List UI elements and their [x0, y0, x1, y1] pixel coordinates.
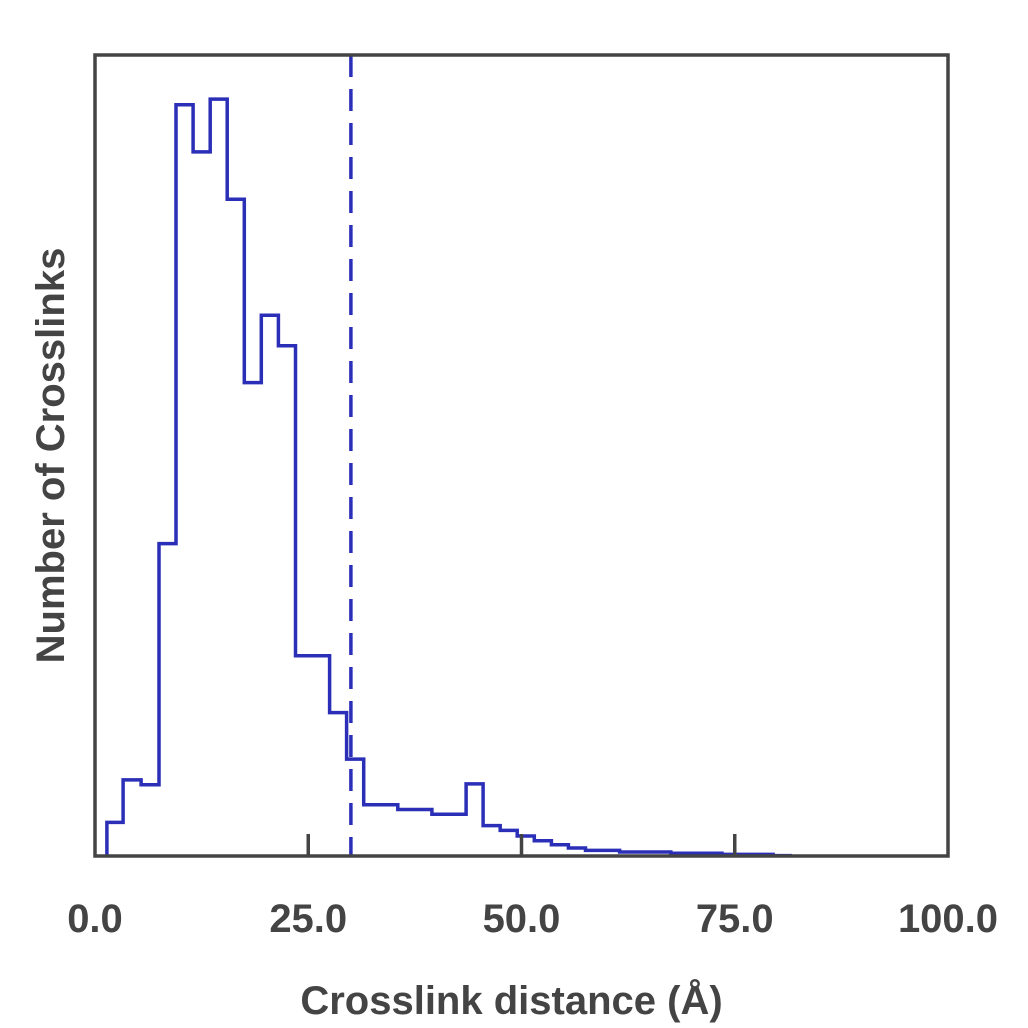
- x-tick-label: 25.0: [269, 897, 347, 941]
- x-tick-label: 75.0: [696, 897, 774, 941]
- x-tick-label: 100.0: [898, 897, 998, 941]
- x-axis-tick-labels: 0.0 25.0 50.0 75.0 100.0: [67, 897, 998, 941]
- crosslink-distance-histogram: [105, 97, 792, 858]
- x-tick-label: 0.0: [67, 897, 123, 941]
- x-tick-label: 50.0: [483, 897, 561, 941]
- plot-frame: [93, 53, 950, 858]
- y-axis-label: Number of Crosslinks: [29, 248, 73, 664]
- x-axis-label: Crosslink distance (Å): [300, 978, 722, 1023]
- x-axis-ticks: [306, 834, 737, 856]
